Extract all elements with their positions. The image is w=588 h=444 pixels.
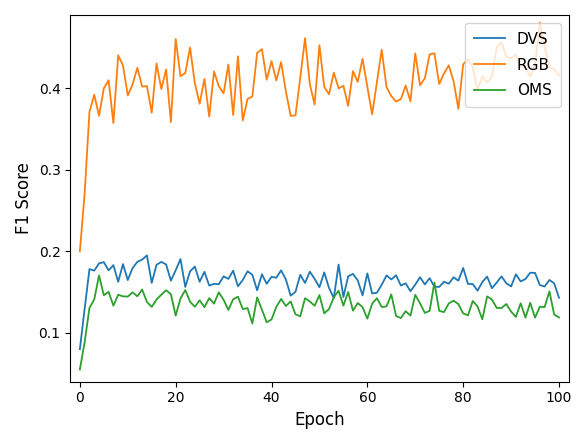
RGB [364, 84, 371, 90]
RGB [412, 51, 419, 56]
Line: OMS: OMS [80, 275, 559, 369]
RGB [297, 75, 304, 80]
Y-axis label: F1 Score: F1 Score [15, 163, 33, 234]
RGB [436, 81, 443, 87]
Line: RGB: RGB [80, 23, 559, 251]
RGB [536, 20, 543, 25]
DVS [201, 269, 208, 274]
OMS [556, 315, 563, 320]
OMS [201, 305, 208, 310]
RGB [196, 101, 203, 107]
Line: DVS: DVS [80, 255, 559, 349]
RGB [110, 120, 117, 126]
DVS [143, 253, 151, 258]
OMS [76, 367, 83, 372]
DVS [369, 291, 376, 296]
OMS [95, 273, 102, 278]
OMS [440, 309, 447, 315]
DVS [302, 280, 309, 285]
OMS [115, 292, 122, 297]
Legend: DVS, RGB, OMS: DVS, RGB, OMS [465, 23, 561, 107]
OMS [369, 301, 376, 306]
DVS [440, 279, 447, 285]
OMS [302, 296, 309, 301]
DVS [556, 295, 563, 301]
X-axis label: Epoch: Epoch [294, 411, 345, 429]
DVS [76, 346, 83, 352]
DVS [416, 274, 423, 280]
OMS [416, 301, 423, 306]
RGB [76, 249, 83, 254]
DVS [110, 262, 117, 268]
RGB [556, 73, 563, 78]
